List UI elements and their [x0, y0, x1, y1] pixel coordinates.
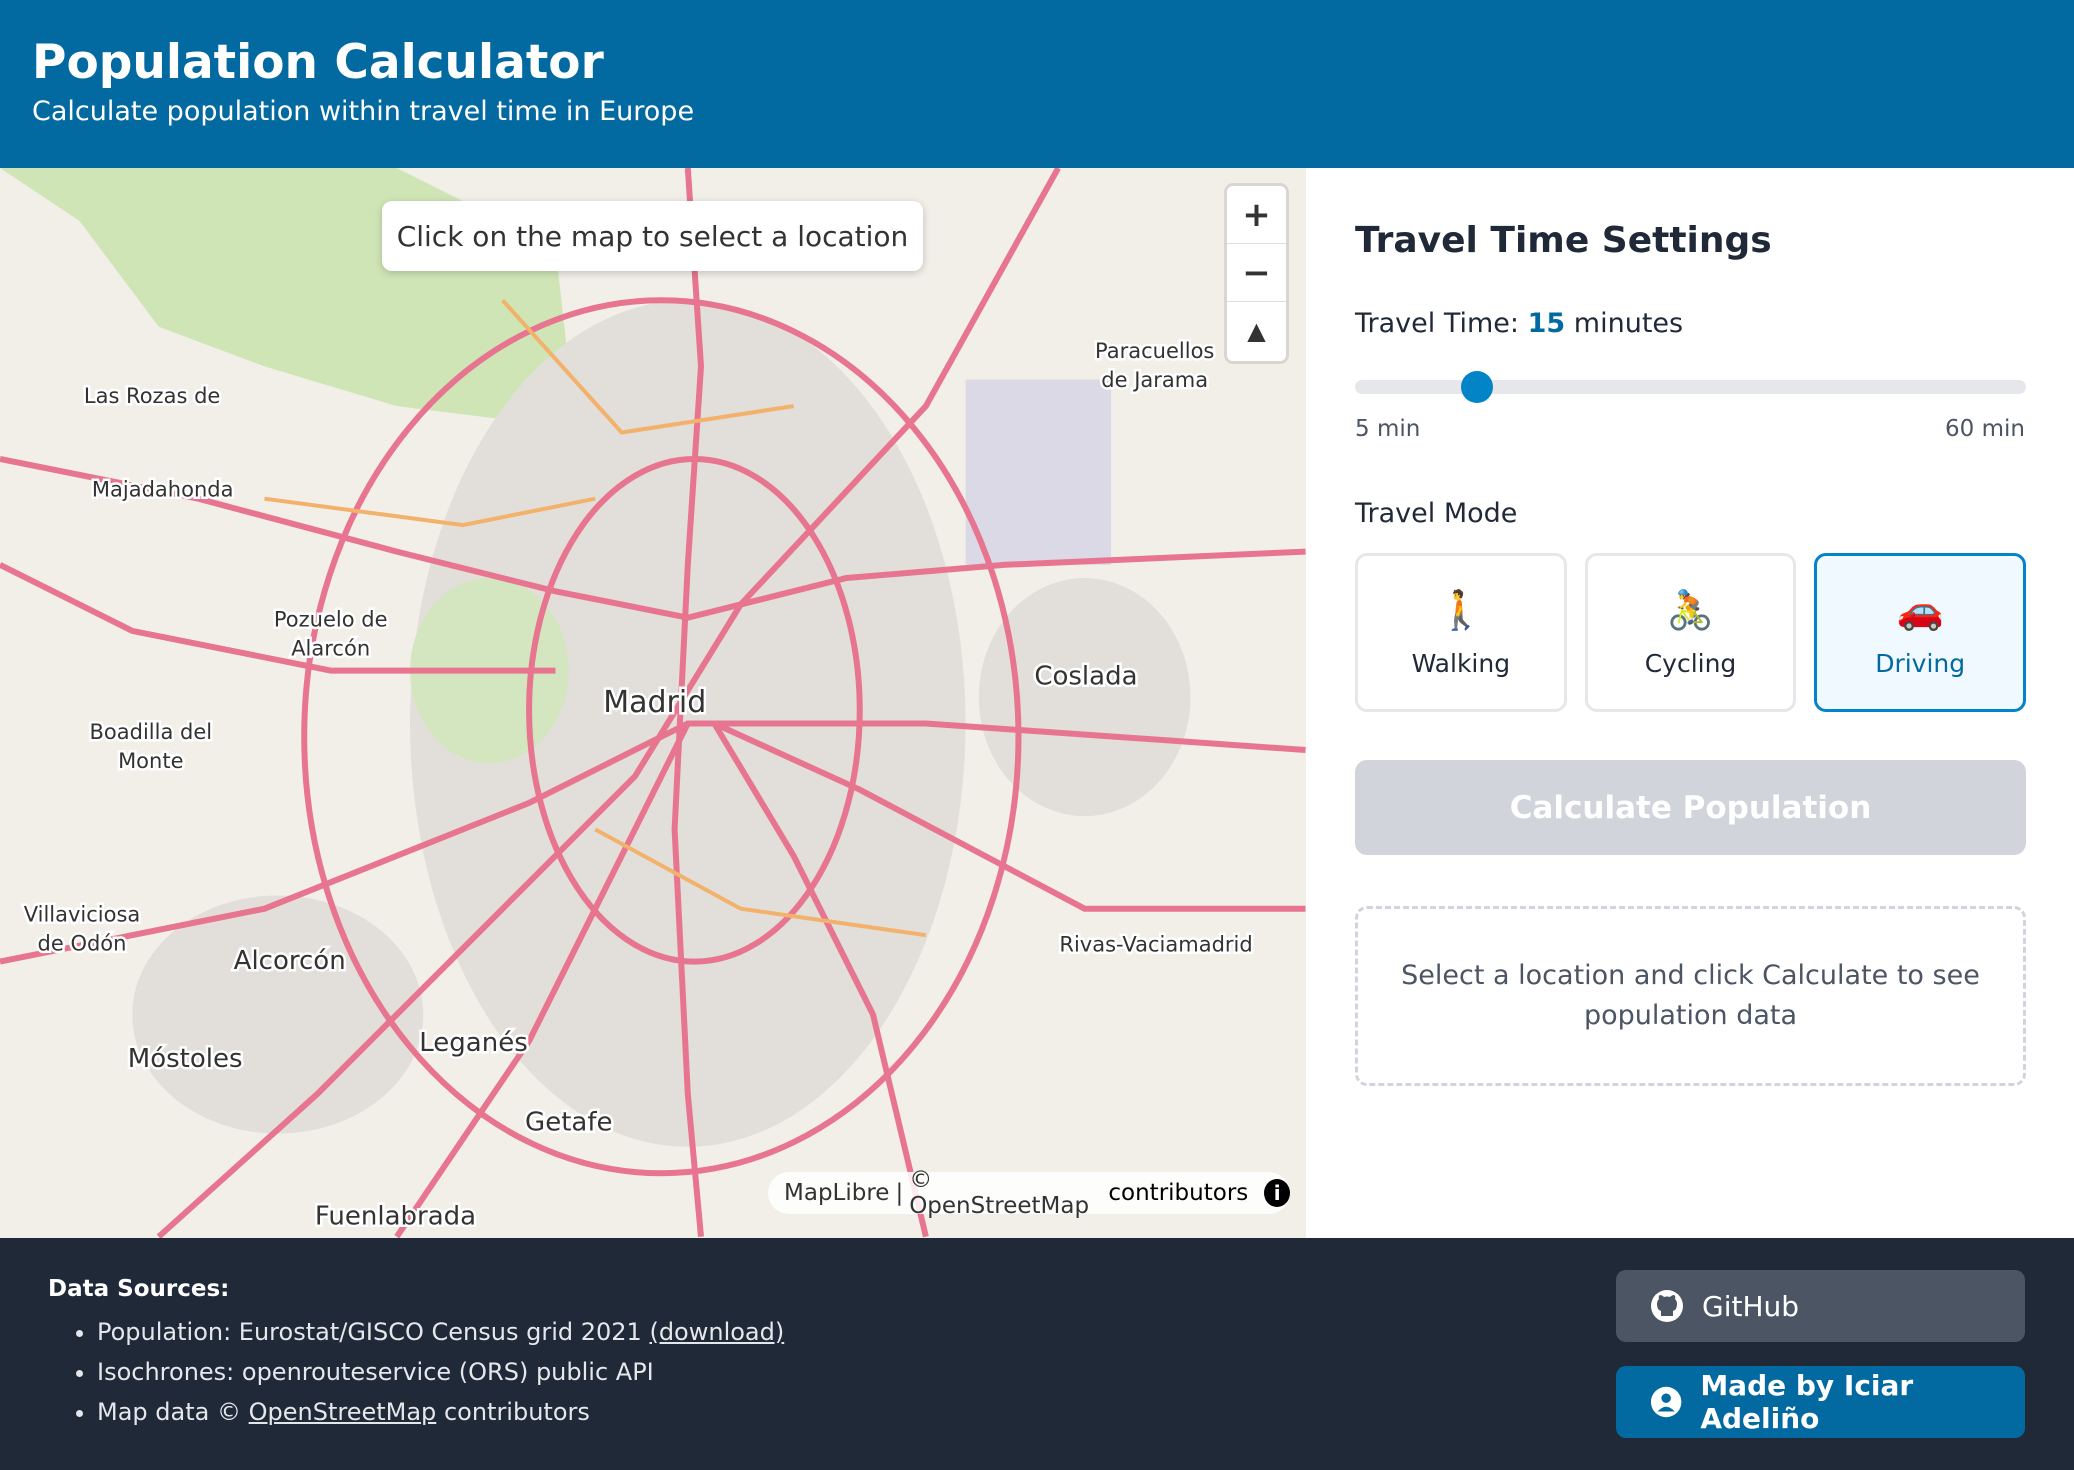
tt-label: Travel Time: [1355, 308, 1520, 339]
place-label: Pozuelo de [274, 607, 388, 631]
place-label: de Jarama [1101, 368, 1208, 392]
place-label: Paracuellos [1095, 339, 1214, 363]
road [0, 720, 1306, 965]
github-label: GitHub [1702, 1289, 1800, 1323]
road [713, 720, 1306, 912]
place-label: Majadahonda [92, 478, 234, 502]
settings-panel: Travel Time Settings Travel Time: 15 min… [1306, 168, 2074, 1238]
airport-area [965, 379, 1112, 565]
road [394, 722, 691, 1238]
sources-list: Population: Eurostat/GISCO Census grid 2… [48, 1312, 2026, 1432]
slider-thumb[interactable] [1461, 371, 1493, 403]
mode-icon: 🚗 [1896, 587, 1944, 632]
app-subtitle: Calculate population within travel time … [32, 96, 695, 127]
attr-contributors: contributors [1108, 1180, 1249, 1206]
mode-button[interactable]: 🚶 Walking [1355, 553, 1567, 712]
source-text: Map data © [97, 1398, 241, 1426]
place-label: Las Rozas de [84, 384, 220, 408]
place-label: Fuenlabrada [315, 1201, 476, 1231]
place-label: Leganés [419, 1028, 527, 1058]
settings-title: Travel Time Settings [1355, 220, 1772, 261]
source-item: Population: Eurostat/GISCO Census grid 2… [97, 1312, 2026, 1352]
zoom-out[interactable]: − [1227, 244, 1286, 302]
tt-value: 15 [1527, 308, 1566, 339]
mode-title: Travel Mode [1355, 498, 1518, 529]
attr-sep: | [895, 1180, 904, 1206]
place-label: de Odón [38, 931, 127, 955]
mode-icon: 🚴 [1666, 587, 1715, 632]
road [0, 456, 1306, 621]
mode-label: Cycling [1644, 648, 1737, 678]
urban-area [132, 895, 424, 1134]
place-label: Boadilla del [89, 720, 212, 744]
place-label: Getafe [525, 1107, 612, 1137]
travel-time: Travel Time: 15 minutes [1355, 308, 1683, 339]
map-controls: + − ▲ [1227, 186, 1286, 361]
tt-unit: minutes [1573, 308, 1684, 339]
ring-road [301, 297, 1022, 1177]
road [156, 168, 1061, 1238]
road [711, 721, 929, 1238]
result-placeholder: Select a location and click Calculate to… [1355, 906, 2026, 1086]
author-button[interactable]: Made by Iciar Adeliño [1616, 1366, 2025, 1438]
attr-copyright[interactable]: © OpenStreetMap [909, 1167, 1090, 1219]
source-text: Isochrones: openrouteservice (ORS) publi… [97, 1358, 654, 1386]
author-label: Made by Iciar Adeliño [1700, 1369, 1914, 1435]
github-button[interactable]: GitHub [1616, 1270, 2025, 1342]
slider-track[interactable] [1355, 371, 2026, 403]
sources-title: Data Sources: [48, 1276, 230, 1302]
map-canvas[interactable]: Madrid Coslada Alcorcón Leganés Getafe Móstol… [0, 168, 1306, 1238]
place-label: Madrid [603, 685, 706, 720]
attribution: MapLibre | © OpenStreetMap contributors … [768, 1167, 1290, 1219]
mode-label: Driving [1875, 648, 1966, 678]
ring-road [526, 455, 863, 965]
map[interactable]: Madrid Coslada Alcorcón Leganés Getafe Móstol… [0, 168, 1306, 1238]
mode-list: 🚶 Walking 🚴 Cycling 🚗 Driving [1355, 553, 2027, 712]
source-after: contributors [443, 1398, 590, 1426]
place-label: Alcorcón [234, 946, 346, 976]
street [594, 827, 927, 938]
compass[interactable]: ▲ [1247, 317, 1266, 345]
footer: Data Sources: Population: Eurostat/GISCO… [0, 1238, 2074, 1470]
slider-min: 5 min [1355, 416, 1421, 442]
mode-button[interactable]: 🚴 Cycling [1584, 553, 1797, 712]
github-icon [1651, 1290, 1683, 1322]
source-link[interactable]: OpenStreetMap [248, 1398, 437, 1426]
mode-label: Walking [1411, 648, 1511, 678]
attr-library[interactable]: MapLibre [784, 1180, 890, 1206]
source-item: Isochrones: openrouteservice (ORS) publi… [97, 1352, 2026, 1392]
mode-button[interactable]: 🚗 Driving [1814, 553, 2027, 712]
road [0, 562, 556, 674]
place-label: Monte [118, 749, 183, 773]
source-text: Population: Eurostat/GISCO Census grid 2… [97, 1318, 642, 1346]
mode-icon: 🚶 [1437, 587, 1485, 632]
place-label: Coslada [1034, 662, 1137, 692]
source-link[interactable]: (download) [649, 1318, 785, 1346]
source-item: Map data © OpenStreetMap contributors [97, 1392, 2026, 1432]
place-label: Rivas-Vaciamadrid [1059, 933, 1252, 957]
place-label: Alarcón [291, 636, 370, 660]
urban-area [978, 578, 1191, 817]
slider-max: 60 min [1945, 416, 2025, 442]
calculate-button[interactable]: Calculate Population [1355, 760, 2026, 855]
street [501, 298, 794, 435]
place-label: Móstoles [128, 1044, 243, 1074]
street [264, 496, 596, 528]
user-icon [1650, 1386, 1682, 1418]
app-title: Population Calculator [32, 35, 604, 90]
map-hint: Click on the map to select a location [382, 201, 923, 271]
place-label: Villaviciosa [24, 902, 141, 926]
attr-info[interactable]: i [1264, 1179, 1290, 1207]
zoom-in[interactable]: + [1227, 186, 1286, 244]
header: Population Calculator Calculate populati… [0, 0, 2074, 168]
